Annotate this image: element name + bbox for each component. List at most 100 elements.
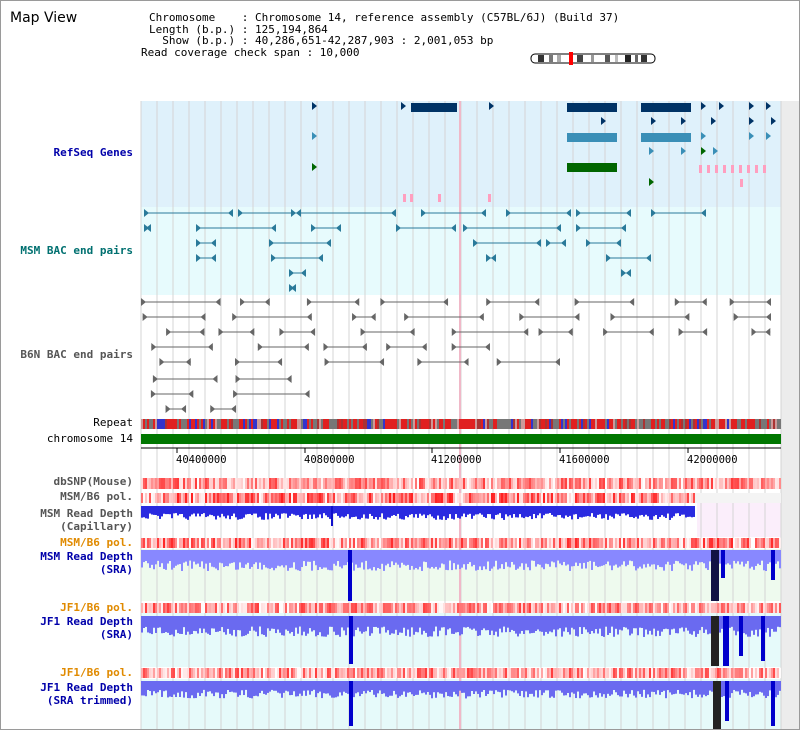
heat-cell: [391, 538, 393, 548]
heat-cell: [145, 668, 147, 678]
depth-bar: [539, 550, 541, 565]
dbsnp-label[interactable]: dbSNP(Mouse): [53, 475, 133, 488]
depth-bar: [213, 550, 215, 568]
heat-cell: [195, 538, 197, 548]
heat-cell: [177, 493, 179, 503]
depth-bar: [359, 550, 361, 568]
depth-bar: [195, 616, 197, 632]
depth-bar: [301, 681, 303, 696]
heat-cell: [387, 493, 389, 503]
b6n-bac-label[interactable]: B6N BAC end pairs: [20, 348, 133, 361]
depth-spike: [348, 550, 352, 601]
heat-cell: [177, 538, 179, 548]
heat-cell: [615, 478, 617, 489]
depth-bar: [219, 506, 221, 518]
heat-cell: [191, 478, 193, 489]
depth-bar: [161, 616, 163, 634]
msm-depth-sra-label-1[interactable]: MSM Read Depth: [40, 550, 133, 563]
depth-bar: [653, 616, 655, 629]
heat-cell: [603, 668, 605, 678]
heat-cell: [747, 478, 749, 489]
depth-bar: [725, 550, 727, 565]
depth-bar: [221, 616, 223, 628]
depth-bar: [731, 550, 733, 569]
heat-cell: [389, 478, 391, 489]
depth-bar: [695, 550, 697, 562]
depth-bar: [467, 506, 469, 515]
depth-bar: [437, 506, 439, 516]
repeat-segment: [395, 419, 397, 429]
depth-bar: [349, 506, 351, 519]
depth-bar: [477, 681, 479, 694]
heat-cell: [321, 668, 323, 678]
heat-cell: [395, 603, 397, 613]
depth-bar: [487, 616, 489, 631]
jf1-b6-pol-label[interactable]: JF1/B6 pol.: [60, 601, 133, 614]
depth-bar: [369, 681, 371, 693]
heat-cell: [647, 538, 649, 548]
heat-cell: [591, 478, 593, 489]
ideogram-band: [625, 55, 631, 62]
heat-cell: [335, 538, 337, 548]
depth-bar: [523, 681, 525, 698]
heat-cell: [189, 603, 191, 613]
depth-bar: [261, 681, 263, 691]
depth-bar: [215, 681, 217, 693]
depth-bar: [263, 616, 265, 635]
msm-b6-pol-label[interactable]: MSM/B6 pol.: [60, 490, 133, 503]
depth-bar: [495, 681, 497, 691]
heat-cell: [319, 493, 321, 503]
repeat-segment: [145, 419, 147, 429]
heat-cell: [725, 603, 727, 613]
jf1-depth-sra-label-1[interactable]: JF1 Read Depth: [40, 615, 133, 628]
heat-cell: [265, 478, 267, 489]
heat-cell: [225, 538, 227, 548]
depth-bar: [275, 681, 277, 691]
heat-cell: [159, 538, 161, 548]
heat-cell: [643, 478, 645, 489]
show-range-line: Show (b.p.) : 40,286,651-42,287,903 : 2,…: [149, 34, 494, 47]
heat-cell: [347, 493, 349, 503]
heat-cell: [553, 603, 555, 613]
depth-bar: [391, 616, 393, 634]
heat-cell: [179, 493, 181, 503]
heat-cell: [649, 668, 651, 678]
heat-cell: [321, 603, 323, 613]
heat-cell: [697, 668, 699, 678]
jf1-depth-trimmed-label-1[interactable]: JF1 Read Depth: [40, 681, 133, 694]
heat-cell: [461, 538, 463, 548]
heat-cell: [683, 668, 685, 678]
heat-cell: [397, 493, 399, 503]
heat-cell: [771, 538, 773, 548]
depth-bar: [389, 616, 391, 635]
msm-b6-pol-sra-label[interactable]: MSM/B6 pol.: [60, 536, 133, 549]
depth-bar: [221, 681, 223, 695]
jf1-b6-pol-trim-label[interactable]: JF1/B6 pol.: [60, 666, 133, 679]
heat-cell: [275, 478, 277, 489]
depth-bar: [635, 506, 637, 517]
refseq-genes-label[interactable]: RefSeq Genes: [53, 146, 133, 159]
heat-cell: [437, 603, 439, 613]
depth-bar: [207, 616, 209, 634]
msm-bac-label[interactable]: MSM BAC end pairs: [20, 244, 133, 257]
heat-cell: [745, 668, 747, 678]
depth-bar: [503, 681, 505, 690]
depth-bar: [521, 681, 523, 691]
depth-bar: [271, 506, 273, 519]
heat-cell: [473, 538, 475, 548]
msm-depth-capillary-label-1[interactable]: MSM Read Depth: [40, 507, 133, 520]
repeat-segment: [325, 419, 327, 429]
depth-bar: [589, 681, 591, 698]
heat-cell: [207, 668, 209, 678]
repeat-segment: [741, 419, 743, 429]
repeat-segment: [665, 419, 667, 429]
heat-cell: [179, 478, 181, 489]
depth-bar: [767, 550, 769, 564]
depth-bar: [345, 616, 347, 636]
depth-bar: [553, 550, 555, 563]
repeat-segment: [411, 419, 413, 429]
heat-cell: [369, 603, 371, 613]
depth-bar: [245, 550, 247, 565]
heat-cell: [571, 478, 573, 489]
